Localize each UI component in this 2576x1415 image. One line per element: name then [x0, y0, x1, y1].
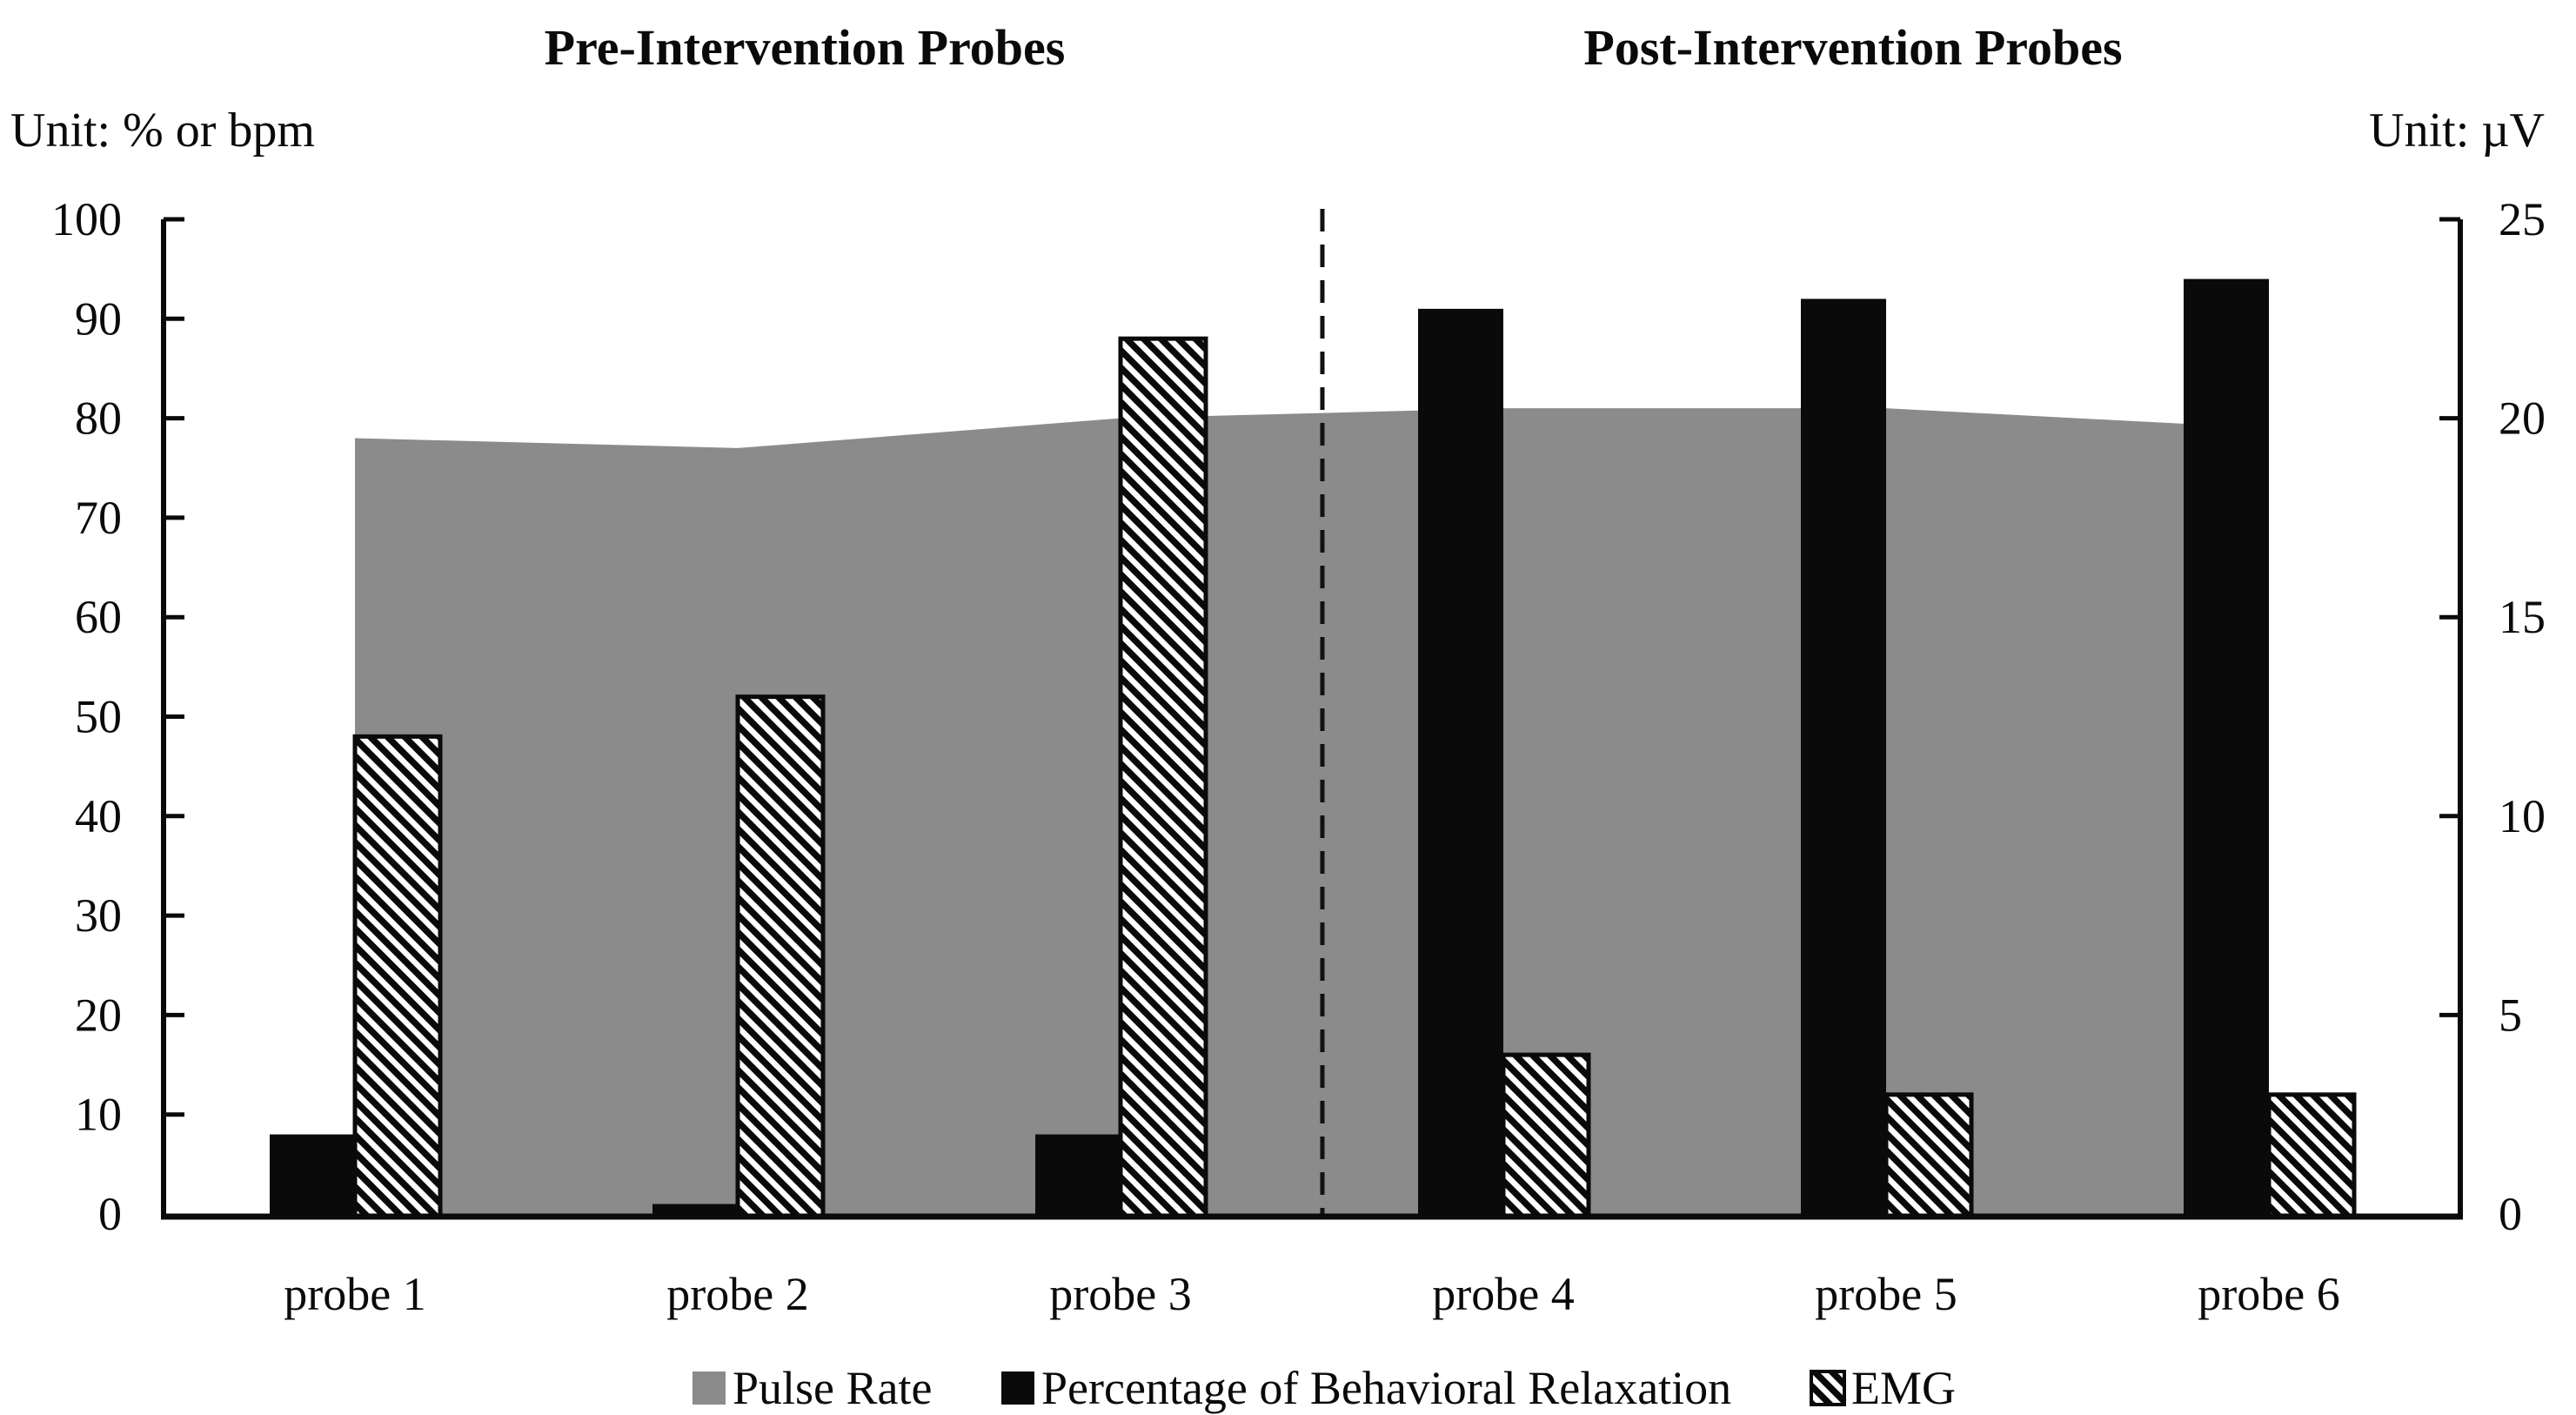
left-axis-tick-label: 0 [98, 1188, 122, 1240]
legend: Pulse Rate Percentage of Behavioral Rela… [693, 1362, 1956, 1414]
legend-swatch-pulse-rate [693, 1371, 726, 1405]
emg-bar [2266, 1092, 2357, 1219]
x-axis-category-label: probe 5 [1815, 1268, 1957, 1320]
behavioral-relaxation-bar [1801, 298, 1886, 1217]
right-axis-tick-label: 25 [2499, 193, 2546, 245]
x-axis-category-label: probe 2 [666, 1268, 808, 1320]
emg-bar [1118, 336, 1208, 1219]
behavioral-relaxation-bar [2184, 278, 2269, 1217]
left-axis-tick-label: 10 [75, 1089, 122, 1141]
left-axis-tick-label: 100 [51, 193, 122, 245]
behavioral-relaxation-bar [1035, 1134, 1121, 1217]
behavioral-relaxation-bar [1418, 308, 1503, 1217]
emg-bar [352, 734, 443, 1219]
post-intervention-title: Post-Intervention Probes [1583, 19, 2122, 76]
right-axis-unit-label: Unit: µV [2369, 104, 2545, 158]
x-axis-category-label: probe 3 [1049, 1268, 1191, 1320]
left-axis-tick-label: 50 [75, 691, 122, 743]
legend-label-pulse-rate: Pulse Rate [733, 1362, 932, 1414]
legend-swatch-behavioral-relaxation [1001, 1371, 1034, 1405]
pre-intervention-title: Pre-Intervention Probes [545, 19, 1066, 76]
behavioral-relaxation-bar [270, 1134, 355, 1217]
legend-label-behavioral-relaxation: Percentage of Behavioral Relaxation [1041, 1362, 1731, 1414]
right-axis-tick-label: 5 [2499, 989, 2522, 1041]
bar-series-group [270, 278, 2357, 1219]
x-axis-category-label: probe 1 [284, 1268, 425, 1320]
category-labels-group: probe 1 probe 2 probe 3 probe 4 probe 5 probe… [284, 1268, 2339, 1320]
left-axis-tick-label: 90 [75, 292, 122, 345]
left-axis-tick-label: 20 [75, 989, 122, 1041]
behavioral-relaxation-bar [652, 1204, 738, 1217]
left-axis-tick-label: 40 [75, 790, 122, 842]
right-axis-tick-label: 10 [2499, 790, 2546, 842]
emg-bar [1501, 1052, 1591, 1219]
right-axis-tick-label: 0 [2499, 1188, 2522, 1240]
legend-label-emg: EMG [1851, 1362, 1956, 1414]
tick-labels-group: 0 10 20 30 40 50 60 70 80 90 100 0 5 10 15 20 25 [51, 193, 2546, 1240]
right-axis-tick-label: 15 [2499, 591, 2546, 643]
pulse-rate-area-series [355, 408, 2269, 1217]
right-axis-tick-label: 20 [2499, 392, 2546, 445]
left-axis-tick-label: 80 [75, 392, 122, 445]
x-axis-category-label: probe 6 [2198, 1268, 2339, 1320]
left-axis-tick-label: 70 [75, 492, 122, 544]
left-axis-tick-label: 30 [75, 889, 122, 942]
x-axis-category-label: probe 4 [1432, 1268, 1574, 1320]
pulse-rate-area [355, 408, 2269, 1217]
left-axis-unit-label: Unit: % or bpm [10, 104, 315, 158]
left-axis-tick-label: 60 [75, 591, 122, 643]
legend-swatch-emg [1810, 1370, 1846, 1406]
emg-bar [735, 694, 826, 1219]
axes-group [161, 217, 2463, 1220]
emg-bar [1883, 1092, 1974, 1219]
